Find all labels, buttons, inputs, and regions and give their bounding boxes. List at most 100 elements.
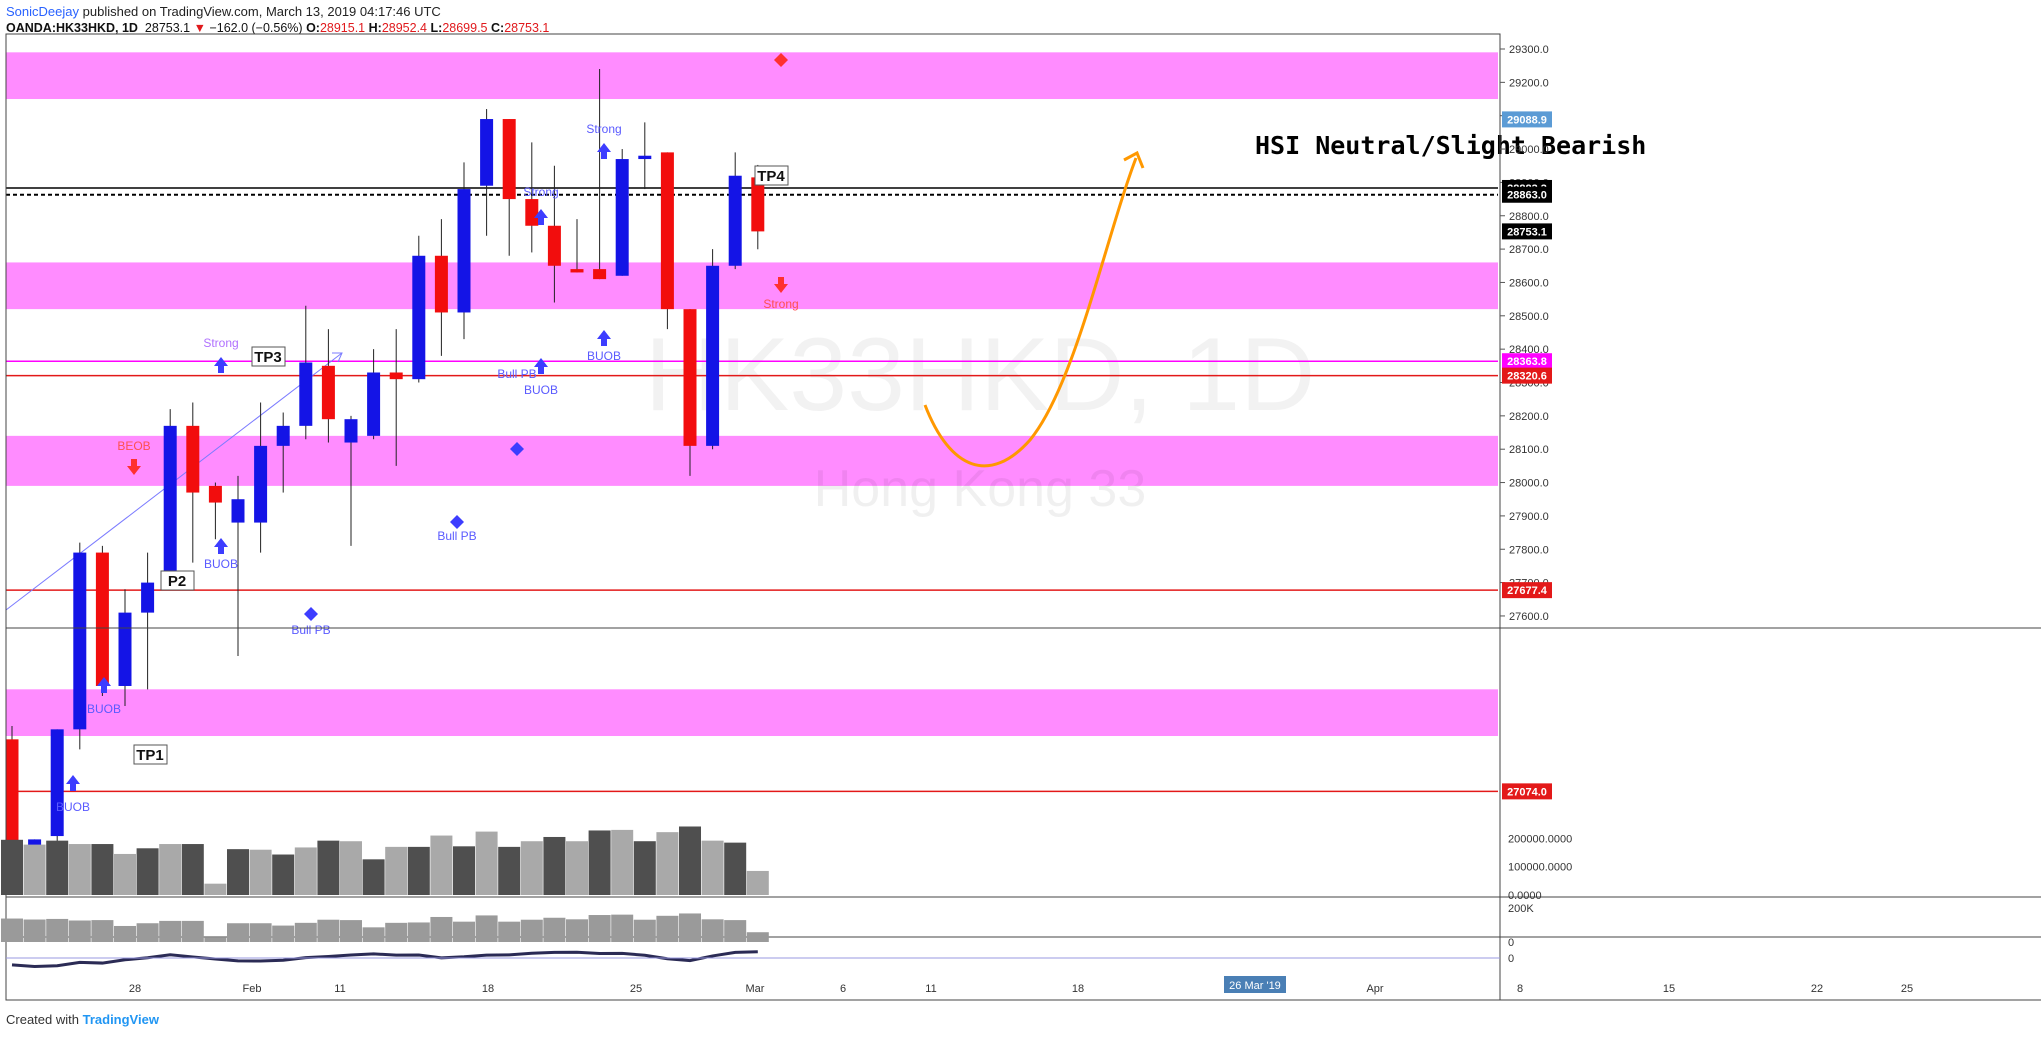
volume-tick-label: 0.0000 [1508, 890, 1542, 902]
signal-label: BUOB [87, 702, 121, 716]
candle [728, 152, 742, 270]
candle [186, 402, 200, 563]
target-box [160, 570, 195, 591]
tradingview-logo[interactable]: TradingView [82, 1012, 159, 1027]
candle [231, 475, 245, 656]
candle [683, 309, 697, 476]
up-arrow-icon [597, 330, 611, 346]
candle [638, 122, 652, 190]
volume-bar [181, 844, 204, 895]
candle-body [163, 425, 177, 580]
volume2-bar [91, 920, 114, 942]
price-badge-label: 28320.6 [1507, 371, 1547, 383]
low-label: L: [430, 21, 443, 35]
volume-bar [1, 839, 23, 895]
time-tick-label: 25 [630, 983, 642, 995]
volume-bar [453, 846, 475, 895]
candle [434, 219, 448, 356]
volume2-bar [679, 913, 701, 942]
volume-bar [385, 846, 408, 895]
candle-body [367, 372, 381, 436]
candle-body [73, 552, 87, 730]
price-tick-label: 28800.0 [1509, 211, 1549, 223]
volume2-bar [249, 923, 272, 942]
volume-pane-1: 200000.0000 100000.0000 0.0000 [1, 826, 1572, 902]
candle-body [276, 425, 290, 446]
volume2-bar [475, 915, 498, 942]
open-value: 28915.1 [319, 21, 366, 35]
volume2-bar [633, 919, 656, 942]
time-tick-label: 28 [129, 983, 141, 995]
volume2-bar [362, 927, 385, 942]
close-value: 28753.1 [504, 21, 550, 35]
up-arrow-icon [597, 143, 611, 159]
candle [141, 552, 155, 690]
candle [570, 219, 584, 273]
price-badge [1502, 783, 1552, 800]
candle [276, 412, 290, 493]
candle-body [208, 485, 222, 503]
candle [344, 415, 358, 546]
volume-bar [23, 844, 46, 895]
supply-demand-zone [6, 435, 1498, 486]
created-with-label: Created with [6, 1012, 79, 1027]
candle-body [502, 119, 516, 200]
candle [615, 149, 629, 276]
down-arrow-icon: ▼ [193, 21, 206, 35]
volume2-bar [724, 920, 747, 942]
price-tick-label: 27800.0 [1509, 544, 1549, 556]
volume2-bar [46, 918, 69, 942]
author-link[interactable]: SonicDeejay [6, 4, 79, 19]
target-label: TP3 [254, 349, 282, 366]
volume2-bar [407, 922, 430, 942]
volume-bar [204, 883, 227, 895]
volume-bar [566, 841, 588, 895]
volume2-bar [159, 920, 182, 942]
target-box [133, 744, 168, 765]
target-box [251, 346, 286, 367]
price-tick-label: 28600.0 [1509, 277, 1549, 289]
candle [593, 69, 607, 280]
candle-body [615, 159, 629, 276]
chart-title: HSI Neutral/Slight Bearish [1255, 131, 1646, 160]
signal-label: Bull PB [291, 623, 330, 637]
candle-body [547, 225, 561, 266]
target-label: P2 [168, 573, 186, 590]
supply-demand-zone [6, 262, 1498, 310]
price-tick-label: 27600.0 [1509, 611, 1549, 623]
price-badge-label: 28363.8 [1507, 356, 1547, 368]
candle [95, 545, 109, 696]
volume-bar [679, 826, 701, 895]
volume2-bar [317, 919, 340, 942]
signal-label: Strong [763, 297, 798, 311]
candle-body [344, 419, 358, 443]
candle-body [141, 582, 155, 613]
forecast-curve [923, 157, 1138, 468]
volume-bar [68, 844, 91, 895]
target-label: TP4 [757, 168, 785, 185]
time-tick-label: 11 [334, 983, 345, 995]
forecast-arrow-head [1123, 150, 1145, 169]
volume-bar [159, 844, 182, 895]
volume2-bar [701, 919, 724, 942]
price-badge [1502, 223, 1552, 240]
time-highlight-badge [1224, 976, 1286, 993]
annotations-layer: TP1 P2 TP3 TP4 BUOB BUOB BEOB BUOB Strong Bull PB… [56, 53, 799, 814]
price-tick-label: 29200.0 [1509, 77, 1549, 89]
volume-bar [249, 849, 272, 895]
candle-body [480, 119, 494, 186]
target-box [754, 165, 789, 186]
volume-bar [746, 870, 769, 895]
time-tick-label: 15 [1663, 983, 1675, 995]
high-label: H: [368, 21, 382, 35]
candle [118, 589, 132, 706]
volume-bar [430, 835, 453, 895]
up-arrow-icon [534, 358, 548, 374]
volume-bar [407, 846, 430, 895]
volume-bar [701, 840, 724, 895]
signal-label: Bull PB [497, 367, 536, 381]
signal-label: BEOB [117, 439, 150, 453]
footer: Created with TradingView [6, 1012, 159, 1027]
candle-body [434, 255, 448, 313]
